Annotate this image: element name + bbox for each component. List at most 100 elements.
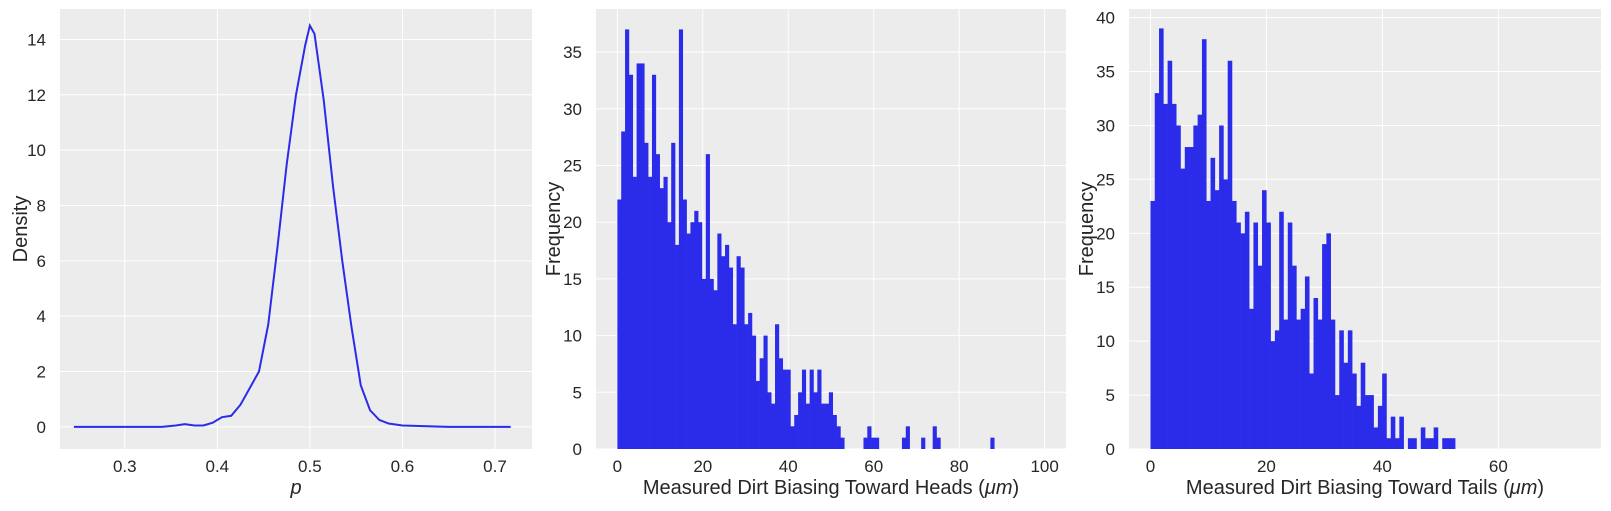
histogram-bar — [671, 142, 676, 449]
histogram-bar — [1450, 438, 1456, 449]
histogram-bar — [1201, 39, 1207, 450]
y-tick-label: 15 — [563, 270, 582, 289]
histogram-bar — [1326, 233, 1331, 449]
histogram-bar — [655, 154, 660, 449]
histogram-bar — [778, 358, 784, 449]
y-tick-label: 10 — [27, 141, 46, 160]
histogram-bar — [1420, 427, 1426, 449]
subplot-2: 0 20 40 60 80 100 0 5 10 15 20 25 30 35 Measured Dirt … — [543, 9, 1066, 499]
x-tick-label: 0.5 — [298, 457, 322, 476]
histogram-bar — [1343, 362, 1349, 449]
histogram-bar — [1167, 60, 1173, 449]
histogram-bar — [659, 188, 664, 449]
y-tick-label: 14 — [27, 30, 46, 49]
histogram-bar — [821, 403, 826, 449]
histogram-bar — [1193, 125, 1198, 450]
histogram-bar — [690, 222, 695, 449]
histogram-bar — [801, 369, 807, 449]
histogram-bar — [828, 392, 834, 449]
histogram-bar — [921, 437, 926, 449]
histogram-bar — [1227, 60, 1233, 449]
histogram-bar — [1150, 200, 1156, 449]
histogram-bar — [1287, 222, 1293, 449]
histogram-bar — [1304, 276, 1310, 449]
histogram-bar — [817, 369, 822, 449]
x-tick-label: 0 — [613, 457, 622, 476]
y-tick-label: 30 — [1096, 116, 1115, 135]
y-tick-label: 20 — [1096, 224, 1115, 243]
y-tick-label: 8 — [37, 196, 46, 215]
histogram-bar — [767, 392, 772, 449]
histogram-bar — [682, 199, 687, 449]
histogram-bar — [663, 176, 668, 449]
histogram-bar — [1386, 438, 1392, 449]
histogram-bar — [1236, 222, 1241, 449]
histogram-bar — [1197, 114, 1203, 449]
histogram-bar — [667, 222, 672, 449]
histogram-bar — [1412, 438, 1417, 449]
histogram-bar — [1356, 405, 1362, 449]
histogram-bar — [901, 437, 907, 449]
y-axis-label: Density — [10, 196, 32, 263]
histogram-bar — [621, 131, 626, 449]
histogram-bar — [1446, 438, 1452, 449]
histogram-bar — [1433, 427, 1439, 449]
y-tick-label: 12 — [27, 86, 46, 105]
x-tick-label: 100 — [1030, 457, 1058, 476]
x-tick-label: 0.6 — [391, 457, 415, 476]
histogram-bar — [1219, 125, 1224, 450]
y-tick-label: 25 — [1096, 170, 1115, 189]
histogram-bar — [790, 426, 795, 449]
histogram-bar — [763, 335, 768, 449]
y-tick-label: 2 — [37, 363, 46, 382]
histogram-bar — [744, 324, 749, 449]
histogram-bar — [1377, 405, 1383, 449]
histogram-bar — [1262, 190, 1267, 450]
histogram-bar — [794, 414, 799, 449]
histogram-bar — [678, 29, 684, 449]
histogram-bar — [1206, 200, 1211, 449]
histogram-bar — [1274, 330, 1280, 449]
histogram-bar — [701, 278, 707, 449]
histogram-bar — [1296, 319, 1301, 449]
histogram-bar — [705, 154, 710, 449]
histogram-bar — [1253, 222, 1259, 449]
histogram-bar — [1360, 362, 1366, 449]
histogram-bar — [759, 358, 764, 449]
y-tick-label: 15 — [1096, 278, 1115, 297]
histogram-bar — [1322, 244, 1327, 449]
histogram-bar — [1382, 373, 1387, 449]
histogram-bar — [936, 437, 941, 449]
histogram-bar — [782, 369, 787, 449]
histogram-bar — [1300, 308, 1306, 449]
x-tick-label: 0.4 — [206, 457, 230, 476]
y-tick-label: 6 — [37, 252, 46, 271]
histogram-bar — [1176, 125, 1181, 450]
histogram-bar — [628, 74, 634, 449]
plot-area — [60, 9, 532, 449]
histogram-bar — [863, 437, 868, 449]
histogram-bar — [990, 437, 995, 449]
histogram-bar — [728, 267, 734, 449]
histogram-bar — [867, 426, 872, 449]
histogram-bar — [840, 437, 845, 449]
x-axis-label: Measured Dirt Biasing Toward Heads (μm) — [643, 477, 1019, 499]
histogram-bar — [1334, 395, 1340, 449]
histogram-bar — [651, 74, 657, 449]
histogram-bar — [644, 142, 649, 449]
histogram-bar — [832, 414, 837, 449]
histogram-bar — [1395, 438, 1400, 449]
histogram-bar — [1154, 93, 1160, 449]
histogram-bar — [905, 426, 910, 449]
histogram-bar — [825, 403, 830, 449]
x-axis-label: p — [289, 477, 301, 499]
histogram-bar — [1171, 103, 1177, 449]
x-axis-label: Measured Dirt Biasing Toward Tails (μm) — [1186, 477, 1544, 499]
y-tick-label: 35 — [563, 43, 582, 62]
y-tick-label: 20 — [563, 213, 582, 232]
histogram-bar — [1270, 341, 1276, 449]
y-tick-label: 0 — [1106, 440, 1115, 459]
histogram-bar — [798, 392, 803, 449]
y-tick-label: 25 — [563, 156, 582, 175]
